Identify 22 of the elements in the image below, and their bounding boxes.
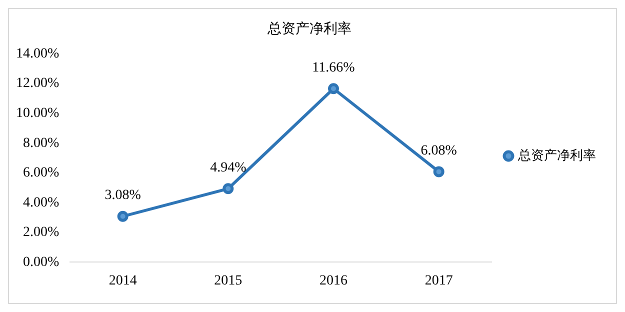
chart-title: 总资产净利率: [266, 21, 352, 38]
y-tick-label: 0.00%: [22, 254, 60, 270]
point: [433, 166, 444, 178]
x-tick-label: 2017: [424, 273, 453, 288]
data-label: 6.08%: [420, 143, 458, 158]
point: [222, 183, 234, 194]
legend-label: 总资产净利率: [517, 147, 596, 164]
x-tick-label: 2015: [214, 273, 242, 288]
y-tick-label: 10.00%: [16, 106, 60, 122]
data-label: 11.66%: [312, 60, 356, 76]
y-tick-label: 6.00%: [22, 166, 60, 181]
y-tick-label: 8.00%: [22, 136, 60, 151]
data-label: 3.08%: [104, 188, 142, 204]
point: [117, 210, 128, 222]
point: [328, 83, 339, 94]
y-tick-label: 2.00%: [22, 225, 60, 240]
x-tick-label: 2014: [108, 273, 137, 288]
x-tick-label: 2016: [320, 273, 348, 288]
y-tick-label: 12.00%: [16, 76, 60, 92]
y-tick-label: 4.00%: [22, 195, 60, 210]
data-label: 4.94%: [210, 160, 247, 176]
y-tick-label: 14.00%: [16, 46, 60, 62]
